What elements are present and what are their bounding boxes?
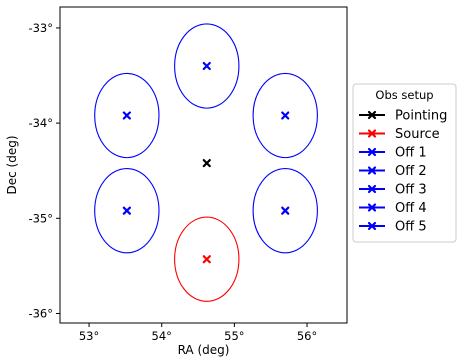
y-axis-label: Dec (deg) [5,135,19,194]
legend-marker [367,203,377,212]
legend-label: Pointing [395,109,447,124]
legend-label: Source [395,127,440,142]
legend-marker [367,166,377,175]
off-1-fov-circle [174,23,240,109]
fov-circles [94,23,318,302]
pointing-marker [202,158,211,168]
legend: Obs setup Pointing Source Off 1 Off 2 Off 3 O… [352,83,457,243]
off-4-marker [122,206,131,215]
y-tick-label: -36° [28,306,53,320]
y-tick-label: -33° [28,21,53,35]
off-3-fov-circle [252,168,318,254]
legend-entries: Pointing Source Off 1 Off 2 Off 3 Off 4 Off 5 [359,109,447,235]
legend-entry-source: Source [359,127,440,142]
y-axis-ticks: -33° -34° -35° -36° [28,21,60,320]
x-tick-label: 55° [224,329,244,343]
legend-entry-off-2: Off 2 [359,164,427,179]
legend-marker [367,184,377,194]
legend-entry-off-1: Off 1 [359,146,427,161]
legend-entry-off-4: Off 4 [359,201,427,216]
legend-title: Obs setup [375,88,433,102]
legend-entry-off-5: Off 5 [359,220,427,235]
off-2-fov-circle [252,72,318,159]
position-markers [122,61,290,264]
legend-entry-pointing: Pointing [359,109,447,124]
off-5-marker [122,111,131,120]
x-tick-label: 53° [79,329,99,343]
x-tick-label: 56° [297,329,317,343]
legend-entry-off-3: Off 3 [359,183,427,198]
legend-marker [367,147,377,157]
source-marker [202,255,211,264]
legend-marker [367,110,377,120]
off-5-fov-circle [94,72,160,159]
legend-label: Off 5 [395,220,427,235]
legend-label: Off 2 [395,164,427,179]
x-axis-ticks: 53° 54° 55° 56° [79,323,317,343]
legend-label: Off 1 [395,146,427,161]
legend-box [352,83,457,243]
x-axis-label: RA (deg) [178,343,230,357]
y-tick-label: -35° [28,211,53,225]
legend-marker [367,221,377,231]
plot-frame [59,6,348,324]
legend-marker [367,129,377,138]
y-tick-label: -34° [28,116,53,130]
off-4-fov-circle [94,168,160,254]
legend-label: Off 3 [395,183,427,198]
off-2-marker [281,111,290,120]
source-fov-circle [174,216,240,302]
legend-label: Off 4 [395,201,427,216]
x-tick-label: 54° [152,329,172,343]
off-3-marker [281,206,290,215]
off-1-marker [202,61,211,71]
